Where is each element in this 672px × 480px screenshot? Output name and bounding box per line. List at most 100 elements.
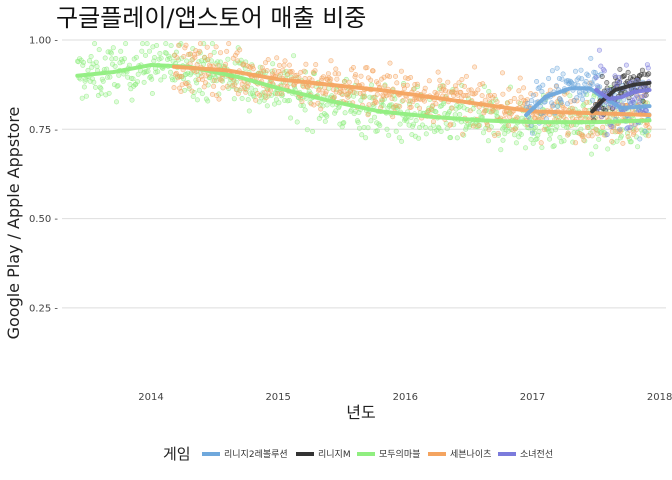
data-point [623, 62, 629, 68]
data-point [218, 77, 224, 83]
data-point [448, 135, 454, 141]
data-point [637, 136, 643, 142]
data-point [414, 81, 420, 87]
data-point [401, 86, 407, 92]
data-point [572, 68, 578, 74]
data-point [578, 115, 584, 121]
data-point [416, 135, 422, 141]
data-point [480, 81, 486, 87]
data-point [244, 83, 250, 89]
data-point [176, 42, 182, 48]
data-point [540, 82, 546, 88]
data-point [215, 63, 221, 69]
data-point [220, 85, 226, 91]
data-point [232, 82, 238, 88]
data-point [98, 86, 104, 92]
data-point [528, 91, 534, 97]
data-point [266, 91, 272, 97]
data-point [410, 86, 416, 92]
legend-label: 소녀전선 [520, 449, 553, 460]
data-point [530, 140, 536, 146]
data-point [408, 75, 414, 81]
data-point [559, 76, 565, 82]
data-point [158, 55, 164, 61]
data-point [262, 90, 268, 96]
data-point [642, 129, 648, 135]
data-point [579, 96, 585, 102]
data-point [356, 125, 362, 131]
data-point [341, 88, 347, 94]
data-point [298, 96, 304, 102]
data-point [209, 58, 215, 64]
data-point [114, 99, 120, 105]
data-point [456, 80, 462, 86]
data-point [617, 66, 623, 72]
data-point [449, 105, 455, 111]
data-point [288, 115, 294, 121]
data-point [342, 110, 348, 116]
data-point [197, 41, 203, 47]
data-point [341, 120, 347, 126]
data-point [564, 101, 570, 107]
data-point [617, 79, 623, 85]
data-point [289, 69, 295, 75]
data-point [408, 104, 414, 110]
data-point [115, 83, 121, 89]
data-point [553, 83, 559, 89]
data-point [430, 119, 436, 125]
data-point [406, 98, 412, 104]
data-point [628, 139, 634, 145]
data-point [109, 56, 115, 62]
data-point [378, 76, 384, 82]
data-point [81, 84, 87, 90]
data-point [387, 74, 393, 80]
data-point [232, 52, 238, 58]
data-point [534, 79, 540, 85]
data-point [639, 67, 645, 73]
data-point [593, 126, 599, 132]
data-point [291, 53, 297, 59]
data-point [325, 71, 331, 77]
data-point [598, 63, 604, 69]
data-point [365, 125, 371, 131]
data-point [304, 127, 310, 133]
data-point [467, 108, 473, 114]
data-point [135, 79, 141, 85]
data-point [491, 93, 497, 99]
x-tick-label: 2015 [265, 392, 290, 403]
data-point [85, 67, 91, 73]
data-point [399, 138, 405, 144]
data-point [167, 55, 173, 61]
data-point [538, 140, 544, 146]
data-point [149, 91, 155, 97]
data-point [476, 123, 482, 129]
data-point [472, 64, 478, 70]
y-tick-label: 0.75 - [29, 125, 58, 136]
data-point [318, 106, 324, 112]
data-point [521, 85, 527, 91]
data-point [534, 136, 540, 142]
data-point [174, 55, 180, 61]
data-point [94, 64, 100, 70]
data-point [604, 80, 610, 86]
y-tick-label: 0.25 - [29, 303, 58, 314]
data-point [433, 101, 439, 107]
data-point [614, 138, 620, 144]
data-point [550, 103, 556, 109]
legend-label: 모두의마블 [379, 449, 420, 460]
data-point [460, 131, 466, 137]
data-point [121, 56, 127, 62]
data-point [405, 76, 411, 82]
data-point [328, 76, 334, 82]
data-point [421, 98, 427, 104]
data-point [585, 133, 591, 139]
data-point [277, 72, 283, 78]
data-point [245, 97, 251, 103]
data-point [197, 48, 203, 54]
data-point [120, 59, 126, 65]
data-point [565, 130, 571, 136]
data-point [599, 74, 605, 80]
data-point [368, 77, 374, 83]
data-point [528, 136, 534, 142]
data-point [223, 61, 229, 67]
